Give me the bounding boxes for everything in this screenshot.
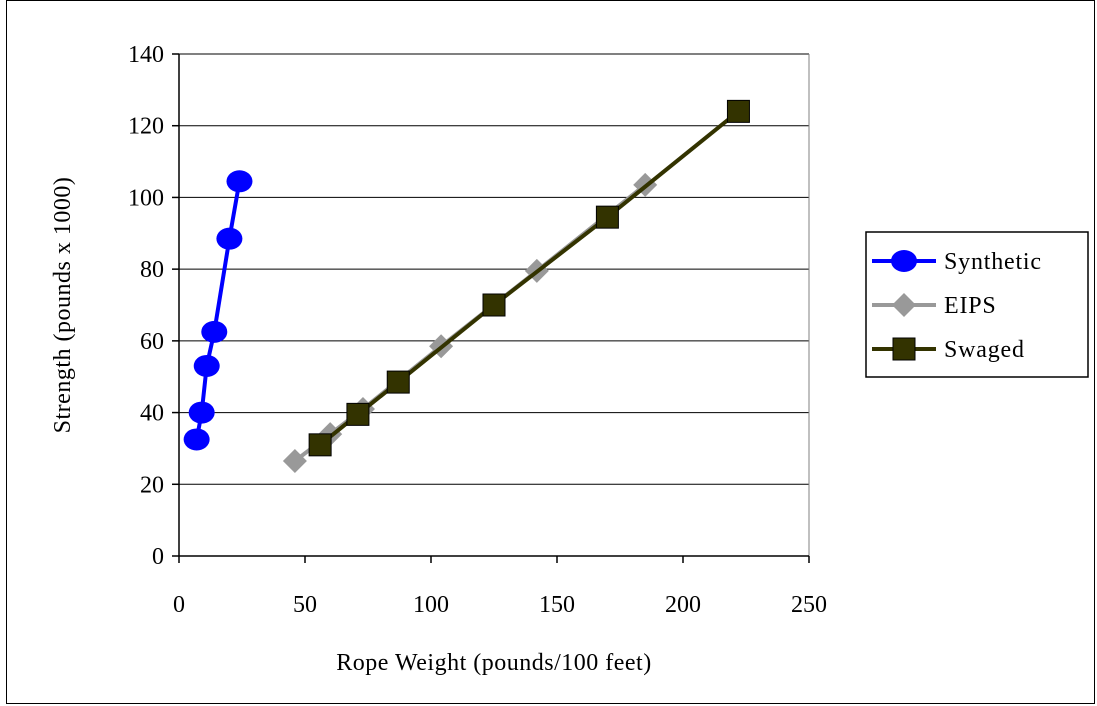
swaged-point-4 — [482, 293, 506, 317]
series-swaged — [308, 99, 750, 457]
swaged-point-2 — [346, 402, 370, 426]
series-layer — [183, 99, 750, 473]
y-tick-label-40: 40 — [140, 401, 164, 427]
y-axis-title: Strength (pounds x 1000) — [50, 177, 76, 434]
synthetic-point-5 — [216, 227, 243, 250]
y-tick-label-80: 80 — [140, 257, 164, 283]
y-tick-label-140: 140 — [128, 42, 164, 68]
legend-marker-eips — [892, 293, 916, 317]
x-tick-label-250: 250 — [791, 592, 827, 618]
axes — [172, 53, 810, 563]
swaged-point-1 — [308, 433, 332, 457]
synthetic-point-6 — [226, 170, 253, 193]
y-tick-label-120: 120 — [128, 114, 164, 140]
gridlines — [179, 53, 809, 485]
x-tick-label-150: 150 — [539, 592, 575, 618]
legend-item-swaged: Swaged — [872, 337, 1025, 363]
legend-item-synthetic: Synthetic — [872, 249, 1042, 275]
legend-item-eips: EIPS — [872, 293, 997, 319]
x-tick-label-0: 0 — [173, 592, 185, 618]
synthetic-point-4 — [201, 320, 228, 343]
legend-marker-synthetic — [891, 250, 917, 272]
legend-label-synthetic: Synthetic — [944, 249, 1042, 275]
swaged-point-5 — [595, 205, 619, 229]
x-tick-label-50: 50 — [293, 592, 317, 618]
y-tick-label-100: 100 — [128, 185, 164, 211]
y-tick-label-60: 60 — [140, 329, 164, 355]
legend: Synthetic EIPS Swaged — [865, 231, 1089, 378]
swaged-point-3 — [386, 370, 410, 394]
synthetic-point-1 — [183, 428, 210, 451]
y-tick-label-20: 20 — [140, 472, 164, 498]
x-tick-label-200: 200 — [665, 592, 701, 618]
legend-marker-swaged — [892, 337, 916, 361]
swaged-point-6 — [726, 99, 750, 123]
legend-label-eips: EIPS — [944, 293, 997, 319]
tick-labels: 0 20 40 60 80 100 120 140 0 50 100 150 200 250 — [128, 42, 827, 618]
synthetic-point-2 — [188, 401, 215, 424]
synthetic-point-3 — [193, 354, 220, 377]
x-axis-title: Rope Weight (pounds/100 feet) — [336, 650, 651, 676]
x-tick-label-100: 100 — [413, 592, 449, 618]
y-tick-label-0: 0 — [152, 544, 164, 570]
eips-point-1 — [282, 448, 307, 473]
series-synthetic — [183, 170, 253, 451]
legend-label-swaged: Swaged — [944, 337, 1025, 363]
